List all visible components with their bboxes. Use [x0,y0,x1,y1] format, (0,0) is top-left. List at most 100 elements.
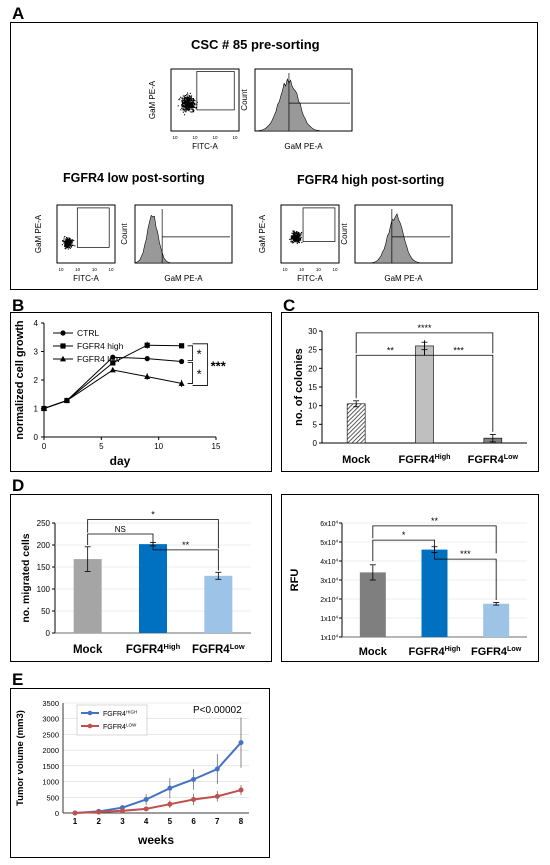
x-tick-label: 5 [99,442,104,451]
high-scatter-gate [302,207,336,242]
y-tick-label: 150 [37,563,51,572]
bar-0 [359,572,386,637]
sig-mock-low-bracket [355,332,494,354]
sig-high-low-bracket [434,543,497,600]
bar-1 [139,544,167,633]
sig-mock-high-label: * [402,530,406,540]
category-label-1: FGFR4High [399,453,451,466]
sig-mock-low-label: **** [417,323,432,333]
x-tick-label: 0 [42,442,47,451]
x-tick-label: 2 [96,817,101,826]
legend-label-1: FGFR4 high [77,341,124,351]
legend-marker-2 [60,355,66,362]
pre-scatter-xtick: 10 [172,135,178,140]
y-axis-title: RFU [289,569,301,592]
x-axis-title: weeks [137,833,174,847]
low-scatter-xtick: 10 [92,267,98,272]
low-scatter-frame [56,204,116,264]
high-scatter-xtick: 10 [332,267,338,272]
category-label-2: FGFR4Low [468,453,519,466]
x-tick-label: 10 [154,442,163,451]
bar-1 [421,549,448,637]
pre-scatter-dots [177,92,198,116]
x-tick-label: 15 [212,442,221,451]
high-scatter-xtick: 10 [316,267,322,272]
x-tick-label: 4 [144,817,149,826]
data-point [63,397,70,403]
y-tick-label: 1x104 [320,615,338,623]
legend-marker-1 [60,343,66,349]
sig-mock-low-label: * [151,509,155,519]
y-axis-title: Tumor volume (mm3) [15,710,26,806]
y-axis-title: no. migrated cells [20,533,32,622]
low-hist-xlabel: GaM PE-A [164,274,203,283]
y-tick-label: 4 [34,319,39,328]
legend-label-1: FGFR4LOW [103,723,137,731]
y-axis-title: normalized cell growth [14,320,26,439]
data-point [144,356,150,362]
category-label-0: Mock [342,454,371,466]
low-scatter-dots [61,235,76,250]
y-tick-label: 6x104 [320,520,338,528]
y-tick-label: 0 [46,629,51,638]
legend-marker-0 [60,330,66,336]
panel-label-e: E [12,670,24,689]
sig-mock-low-label: ** [431,516,439,526]
panel-label-b: B [12,296,25,315]
y-tick-label: 0 [55,809,59,818]
bar-2 [483,603,510,637]
sig-label-ctrl-low: * [197,366,202,381]
y-tick-label: 25 [308,346,317,355]
sig-label-high-low: *** [211,359,227,374]
data-point [214,793,220,799]
y-tick-label: 50 [41,607,50,616]
data-point [143,806,149,812]
data-point [96,809,102,815]
y-tick-label: 1500 [42,762,59,771]
sig-label-high-ctrl: * [197,347,202,362]
y-tick-label: 0 [313,439,318,448]
high-hist-xlabel: GaM PE-A [384,274,423,283]
low-scatter-xtick: 10 [58,267,64,272]
high-hist-histogram [355,213,452,264]
y-tick-label: 3x104 [320,577,338,585]
panel-a-flow-cytometry: CSC # 85 pre-sorting FGFR4 low post-sort… [10,22,538,290]
data-point [119,808,125,814]
colonies-bar-chart: 0 5 10 15 20 25 30 no. of colonies Mock FGFR4High… [293,323,527,466]
low-scatter-gate [76,207,110,248]
data-point [144,373,151,379]
data-point [109,366,116,373]
data-point [178,380,185,386]
panel-label-c: C [283,296,296,315]
sig-high-low-bracket [152,540,219,571]
data-point [110,354,116,360]
pre-scatter-gate [196,71,235,111]
high-scatter-dots [289,230,303,245]
y-tick-label: 1x104 [320,634,338,642]
data-point [179,358,185,365]
data-point [238,740,244,746]
category-label-1: FGFR4High [409,645,461,658]
y-axis-title: no. of colonies [293,348,305,426]
pre-hist-xlabel: GaM PE-A [284,142,323,151]
bar-1 [415,345,434,444]
y-tick-label: 2500 [42,730,59,739]
x-tick-label: 3 [120,817,125,826]
data-point [179,343,185,349]
y-tick-label: 1000 [42,778,59,787]
pre-scatter-ylabel: GaM PE-A [148,80,157,119]
category-label-0: Mock [359,646,388,658]
legend-label-0: CTRL [77,328,99,338]
pre-scatter-xtick: 10 [232,135,238,140]
category-label-1: FGFR4High [126,642,181,656]
low-hist-ylabel: Count [120,223,129,245]
data-point [41,405,47,411]
y-tick-label: 3500 [42,699,59,708]
y-tick-label: 100 [37,585,51,594]
sig-mock-low-bracket [87,519,219,549]
sig-mock-low-bracket [372,525,497,554]
legend-label-2: FGFR4 low [77,354,121,364]
sig-mock-high-label: NS [115,525,126,534]
legend-marker-0 [87,710,93,716]
bar-2 [204,575,233,633]
